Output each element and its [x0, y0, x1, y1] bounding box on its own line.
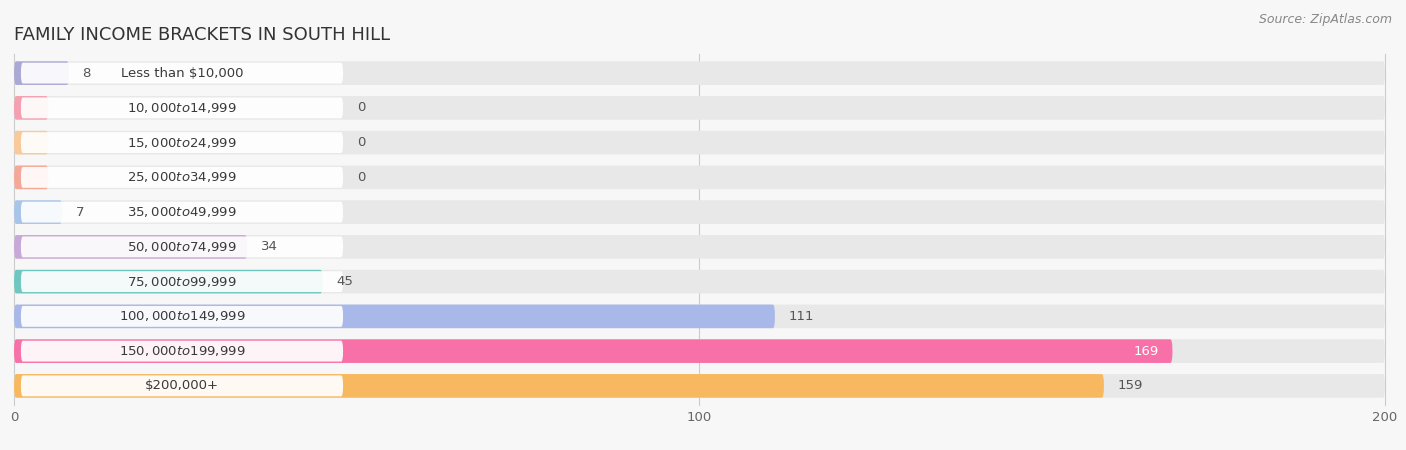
- Text: $75,000 to $99,999: $75,000 to $99,999: [127, 274, 236, 288]
- Text: $50,000 to $74,999: $50,000 to $74,999: [127, 240, 236, 254]
- Text: 111: 111: [789, 310, 814, 323]
- Text: 45: 45: [336, 275, 353, 288]
- Text: FAMILY INCOME BRACKETS IN SOUTH HILL: FAMILY INCOME BRACKETS IN SOUTH HILL: [14, 26, 391, 44]
- FancyBboxPatch shape: [14, 96, 48, 120]
- FancyBboxPatch shape: [21, 375, 343, 396]
- FancyBboxPatch shape: [14, 374, 1104, 398]
- FancyBboxPatch shape: [14, 305, 1385, 328]
- FancyBboxPatch shape: [21, 63, 343, 84]
- Text: 0: 0: [357, 171, 366, 184]
- Text: $10,000 to $14,999: $10,000 to $14,999: [127, 101, 236, 115]
- FancyBboxPatch shape: [14, 339, 1385, 363]
- FancyBboxPatch shape: [14, 166, 1385, 189]
- FancyBboxPatch shape: [14, 305, 775, 328]
- Text: $15,000 to $24,999: $15,000 to $24,999: [127, 135, 236, 149]
- Text: $100,000 to $149,999: $100,000 to $149,999: [118, 310, 245, 324]
- Text: Less than $10,000: Less than $10,000: [121, 67, 243, 80]
- Text: 0: 0: [357, 136, 366, 149]
- FancyBboxPatch shape: [14, 61, 1385, 85]
- FancyBboxPatch shape: [21, 202, 343, 223]
- FancyBboxPatch shape: [14, 235, 247, 259]
- FancyBboxPatch shape: [21, 306, 343, 327]
- Text: 34: 34: [262, 240, 278, 253]
- FancyBboxPatch shape: [21, 236, 343, 257]
- FancyBboxPatch shape: [14, 131, 1385, 154]
- Text: 7: 7: [76, 206, 84, 219]
- FancyBboxPatch shape: [14, 96, 1385, 120]
- Text: 169: 169: [1133, 345, 1159, 358]
- FancyBboxPatch shape: [21, 132, 343, 153]
- FancyBboxPatch shape: [14, 200, 1385, 224]
- FancyBboxPatch shape: [21, 167, 343, 188]
- Text: 8: 8: [83, 67, 91, 80]
- Text: $25,000 to $34,999: $25,000 to $34,999: [127, 171, 236, 184]
- FancyBboxPatch shape: [14, 270, 1385, 293]
- Text: Source: ZipAtlas.com: Source: ZipAtlas.com: [1258, 14, 1392, 27]
- FancyBboxPatch shape: [21, 341, 343, 361]
- FancyBboxPatch shape: [14, 61, 69, 85]
- Text: 159: 159: [1118, 379, 1143, 392]
- FancyBboxPatch shape: [14, 374, 1385, 398]
- FancyBboxPatch shape: [21, 98, 343, 118]
- Text: $35,000 to $49,999: $35,000 to $49,999: [127, 205, 236, 219]
- FancyBboxPatch shape: [14, 200, 62, 224]
- FancyBboxPatch shape: [21, 271, 343, 292]
- FancyBboxPatch shape: [14, 235, 1385, 259]
- FancyBboxPatch shape: [14, 131, 48, 154]
- Text: $200,000+: $200,000+: [145, 379, 219, 392]
- Text: 0: 0: [357, 101, 366, 114]
- FancyBboxPatch shape: [14, 270, 322, 293]
- FancyBboxPatch shape: [14, 339, 1173, 363]
- FancyBboxPatch shape: [14, 166, 48, 189]
- Text: $150,000 to $199,999: $150,000 to $199,999: [118, 344, 245, 358]
